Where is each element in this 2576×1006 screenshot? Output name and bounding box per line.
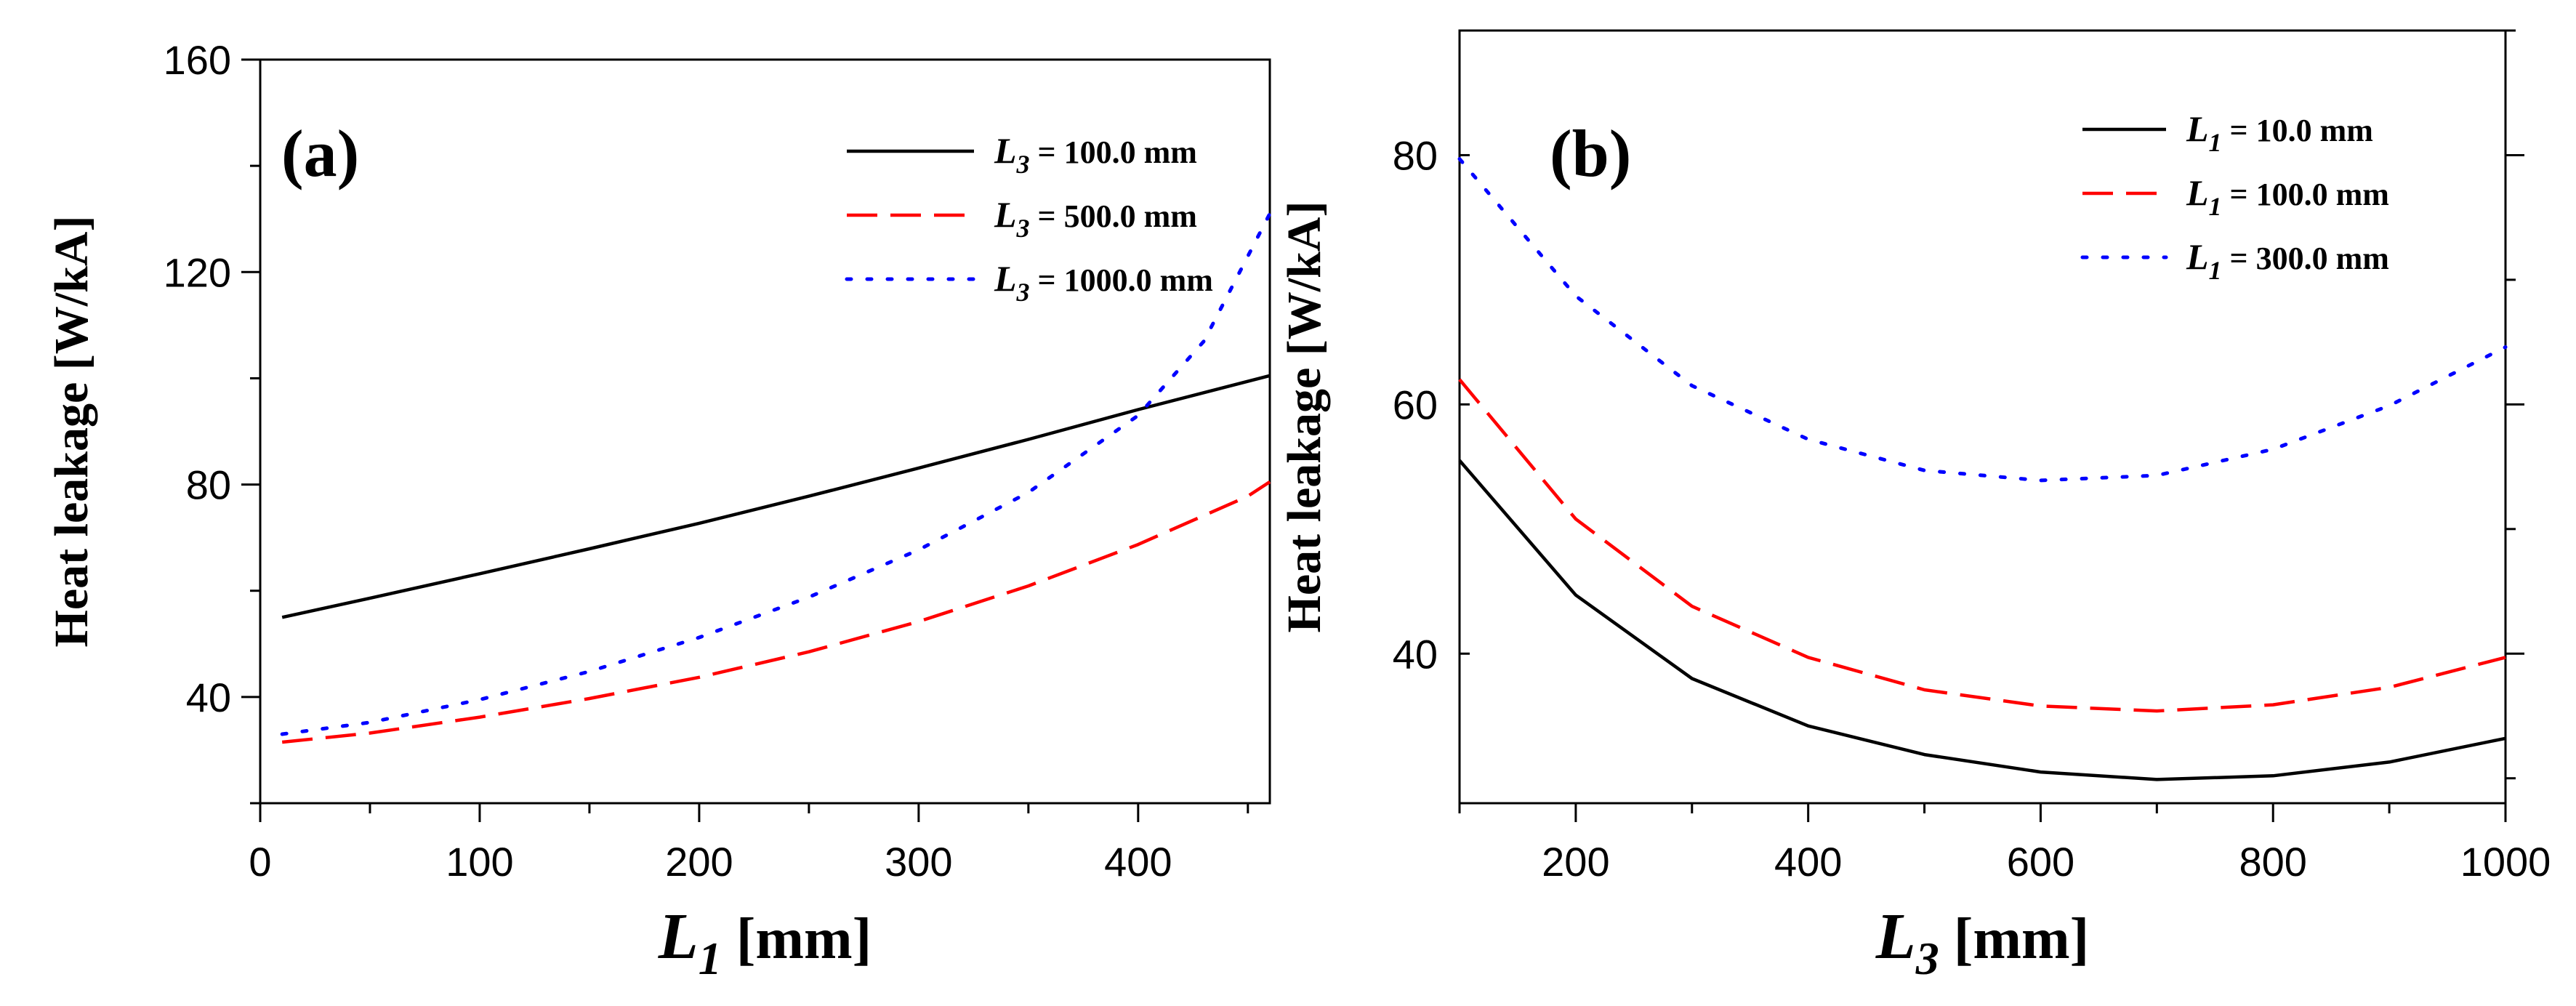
x-axis-label: L1 [mm] — [658, 901, 872, 984]
series-line-2 — [281, 480, 1271, 744]
y-tick-label: 40 — [186, 675, 231, 720]
plot-frame — [259, 58, 1271, 805]
series-line-1 — [1458, 459, 2506, 781]
series-line-2 — [1458, 378, 2506, 713]
legend-subscript: 1 — [2209, 192, 2222, 221]
series-line-3 — [280, 212, 1272, 736]
x-axis-unit: [mm] — [1939, 907, 2090, 971]
legend-subscript: 3 — [1016, 278, 1030, 307]
legend-subscript: 1 — [2209, 256, 2222, 285]
x-tick-label: 400 — [1104, 839, 1172, 885]
legend-entry-1: L3 = 100.0 mm — [994, 130, 1197, 179]
legend-var: L — [994, 130, 1017, 171]
x-tick-label: 200 — [665, 839, 733, 885]
y-tick-label: 40 — [1393, 631, 1438, 677]
x-tick-label: 0 — [249, 839, 271, 885]
legend-value: = 500.0 mm — [1030, 198, 1197, 234]
x-axis-subscript: 1 — [699, 933, 722, 984]
legend-entry-3: L3 = 1000.0 mm — [994, 258, 1213, 307]
legend-subscript: 1 — [2209, 128, 2222, 157]
y-tick-label: 60 — [1393, 382, 1438, 427]
legend-value: = 10.0 mm — [2222, 113, 2373, 148]
legend-subscript: 3 — [1016, 214, 1030, 243]
legend-entry-2: L3 = 500.0 mm — [994, 194, 1197, 243]
x-tick-label: 1000 — [2460, 839, 2551, 885]
y-axis-label: Heat leakage [W/kA] — [45, 216, 98, 648]
x-axis-subscript: 3 — [1915, 933, 1939, 984]
x-tick-label: 100 — [446, 839, 513, 885]
legend-value: = 1000.0 mm — [1030, 262, 1213, 298]
x-tick-label: 400 — [1774, 839, 1842, 885]
legend-var: L — [2186, 172, 2209, 213]
panel-label: (a) — [281, 116, 359, 190]
series-line-1 — [281, 374, 1271, 619]
y-axis-label: Heat leakage [W/kA] — [1278, 201, 1331, 633]
x-axis-unit: [mm] — [722, 907, 872, 971]
legend-value: = 100.0 mm — [1030, 134, 1197, 170]
legend-value: = 300.0 mm — [2222, 241, 2389, 276]
x-axis-var: L — [658, 901, 699, 973]
x-axis-var: L — [1875, 901, 1916, 973]
legend-entry-1: L1 = 10.0 mm — [2186, 108, 2373, 157]
panel-label: (b) — [1550, 116, 1631, 190]
legend-entry-2: L1 = 100.0 mm — [2186, 172, 2389, 221]
legend-var: L — [994, 258, 1017, 299]
series-line-3 — [1457, 157, 2508, 483]
legend-value: = 100.0 mm — [2222, 177, 2389, 212]
legend-var: L — [994, 194, 1017, 235]
legend-subscript: 3 — [1016, 150, 1030, 179]
legend-var: L — [2186, 108, 2209, 149]
y-tick-label: 80 — [1393, 132, 1438, 178]
x-axis-label: L3 [mm] — [1875, 901, 2090, 984]
x-tick-label: 300 — [885, 839, 952, 885]
y-tick-label: 160 — [164, 37, 231, 83]
legend-entry-3: L1 = 300.0 mm — [2186, 236, 2389, 285]
legend-var: L — [2186, 236, 2209, 277]
x-tick-label: 800 — [2239, 839, 2307, 885]
plot-frame — [1458, 29, 2507, 805]
x-tick-label: 600 — [2007, 839, 2074, 885]
y-tick-label: 80 — [186, 462, 231, 508]
y-tick-label: 120 — [164, 249, 231, 295]
x-tick-label: 200 — [1542, 839, 1609, 885]
